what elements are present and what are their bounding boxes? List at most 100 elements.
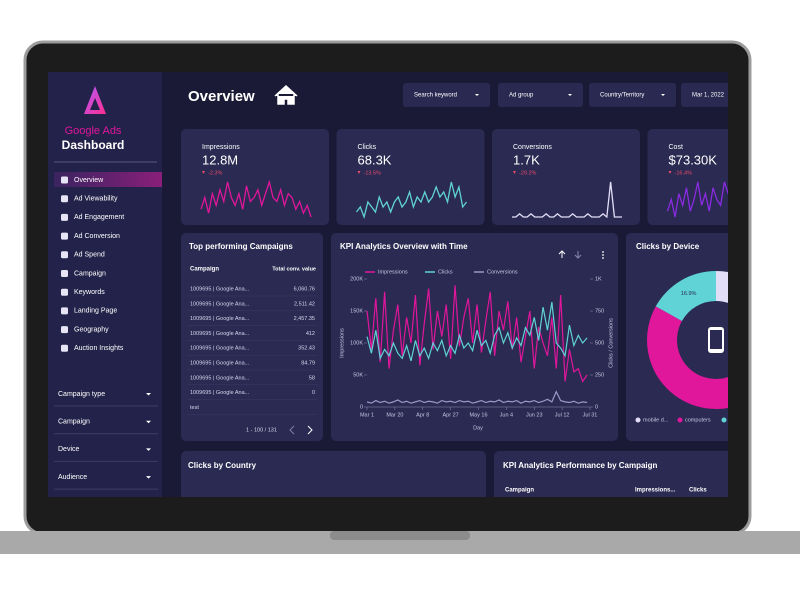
caret [661,94,665,96]
kpi-card [492,129,640,225]
laptop-base [0,531,800,554]
dropdown[interactable] [403,83,490,107]
nav-icon [61,195,68,203]
y2-tick-label: 250 [595,372,604,378]
kpi-label: Impressions [202,144,240,151]
cell: 1009695 | Google Ana... [190,390,250,396]
cell: 2,511.42 [294,301,315,307]
legend-label: computers [685,417,711,423]
series-line [366,390,588,404]
kpi-value: $73.30K [669,152,718,167]
change-arrow [202,171,205,174]
y-tick-label: 100K [350,340,363,346]
legend-swatch [677,417,683,423]
y2-tick-label: 0 [595,404,598,410]
nav-item[interactable]: Ad Spend [74,252,105,259]
nav-icon [61,232,68,240]
y-tick-label: 0 [360,404,363,410]
kpi-change: -2.3% [208,170,222,176]
x-tick-label: Jul 31 [583,412,598,418]
kpi-card [181,129,329,225]
filter-dropdown[interactable]: Audience [58,474,87,481]
sort-down[interactable] [574,251,582,259]
nav-icon [61,270,68,277]
dropdown-label: Ad group [509,93,534,99]
dropdown-label: Mar 1, 2022 [692,93,725,99]
nav-item[interactable]: Ad Conversion [74,233,120,240]
nav-icon [61,176,68,184]
nav-icon [61,288,68,296]
logo-icon-inner [90,98,100,110]
segment-label: 16.9% [681,291,697,297]
cell: 2,457.35 [294,316,315,322]
cell: 6,060.76 [294,286,315,292]
logo-line2: Dashboard [62,138,125,152]
prev-page[interactable] [289,425,295,435]
next-page[interactable] [307,425,313,435]
more-menu[interactable] [602,251,604,259]
panel-title: Top performing Campaigns [189,242,293,251]
kpi-value: 12.8M [202,152,238,167]
kpi-label: Cost [669,144,683,151]
nav-item[interactable]: Ad Viewability [74,196,118,203]
x-tick-label: May 16 [469,412,487,418]
sparkline [200,179,312,218]
logo-line1: Google Ads [65,125,122,137]
x-tick-label: Jul 12 [555,412,570,418]
caret [475,94,479,96]
filter-dropdown[interactable]: Device [58,446,80,453]
nav-item[interactable]: Keywords [74,289,105,296]
caret [146,476,151,479]
y-tick-label: 200K [350,276,363,282]
column-header: Clicks [689,488,707,494]
dropdown[interactable] [681,83,741,107]
kpi-value: 1.7K [513,152,540,167]
nav-item[interactable]: Overview [74,177,104,184]
nav-item[interactable]: Geography [74,326,109,333]
y-tick-label: 50K [353,372,363,378]
legend-label: Impressions [378,269,408,275]
device-icon-screen [710,330,722,349]
kpi-label: Conversions [513,144,552,151]
legend-label: mobile d... [643,417,669,423]
caret [146,448,151,451]
nav-icon [61,251,68,259]
change-arrow [357,171,361,174]
nav-icon [61,326,68,334]
performance-panel [494,451,728,497]
legend-label: Conversions [487,269,518,275]
nav-item[interactable]: Campaign [74,270,106,277]
nav-item[interactable]: Landing Page [74,308,117,315]
nav-icon [61,307,68,315]
dropdown[interactable] [498,83,583,107]
kpi-change: -29.2% [519,170,537,176]
column-header[interactable]: Total conv. value [272,266,316,272]
x-tick-label: Jun 23 [526,412,543,418]
nav-item[interactable]: Auction Insights [74,345,124,352]
dropdown[interactable] [589,83,676,107]
dropdown-label: Country/Territory [600,93,644,99]
nav-item[interactable]: Ad Engagement [74,214,124,221]
donut-segment [655,271,716,321]
filter-dropdown[interactable]: Campaign type [58,391,105,398]
device-panel [626,233,728,441]
kpi-card [647,129,728,225]
x-tick-label: Jun 4 [500,412,513,418]
country-panel [181,451,486,497]
cell: 1009695 | Google Ana... [190,316,250,322]
legend-label: Clicks [438,269,453,275]
column-header: Campaign [505,488,534,494]
nav-icon [61,213,68,221]
home-icon[interactable] [274,84,298,105]
nav-active-bg [54,172,162,187]
top-campaigns-panel [181,233,323,441]
caret [146,420,151,424]
cell: 1009695 | Google Ana... [190,331,250,337]
sort-up[interactable] [558,250,566,258]
y2-tick-label: 750 [595,308,604,314]
sparkline [355,181,468,220]
change-arrow [513,171,516,174]
caret [568,94,572,96]
filter-dropdown[interactable]: Campaign [58,419,90,426]
